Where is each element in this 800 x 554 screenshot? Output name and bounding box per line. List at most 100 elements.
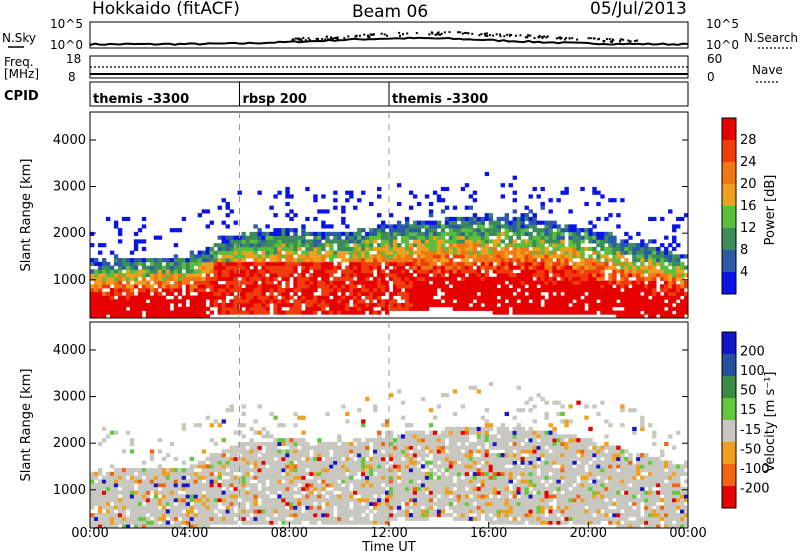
range-cell: [153, 501, 159, 506]
range-cell: [416, 498, 422, 503]
range-cell: [321, 276, 326, 281]
range-cell: [165, 288, 171, 293]
range-cell: [396, 494, 402, 499]
range-cell: [113, 314, 119, 319]
range-cell: [580, 288, 585, 293]
range-cell: [289, 265, 294, 270]
range-cell: [660, 258, 665, 263]
range-cell: [496, 250, 502, 255]
range-cell: [616, 246, 621, 251]
range-cell: [345, 483, 350, 488]
range-cell: [600, 273, 605, 278]
range-cell: [520, 288, 525, 293]
range-cell: [269, 434, 274, 439]
range-cell: [536, 273, 541, 278]
range-cell: [365, 396, 370, 402]
range-cell: [349, 280, 354, 285]
range-cell: [313, 494, 318, 499]
range-cell: [668, 299, 673, 304]
range-cell: [337, 299, 342, 304]
range-cell: [141, 224, 147, 229]
range-cell: [297, 246, 302, 251]
range-cell: [261, 269, 266, 274]
range-cell: [181, 261, 187, 266]
range-cell: [141, 269, 147, 274]
range-cell: [149, 276, 155, 281]
range-cell: [341, 501, 346, 506]
range-cell: [281, 288, 286, 293]
range-cell: [676, 273, 681, 278]
range-cell: [596, 291, 601, 296]
range-cell: [137, 269, 143, 274]
range-cell: [500, 303, 506, 308]
range-cell: [408, 486, 414, 491]
range-cell: [377, 246, 382, 251]
range-cell: [552, 284, 557, 289]
range-cell: [249, 299, 254, 304]
range-cell: [452, 445, 458, 450]
range-cell: [440, 280, 446, 285]
range-cell: [424, 483, 430, 488]
range-cell: [281, 239, 286, 244]
range-cell: [444, 453, 450, 458]
range-cell: [237, 483, 242, 488]
range-cell: [612, 239, 617, 244]
range-cell: [229, 209, 234, 214]
range-cell: [560, 306, 565, 311]
range-cell: [265, 486, 270, 491]
range-cell: [381, 464, 386, 469]
range-cell: [313, 479, 318, 484]
range-cell: [576, 250, 581, 255]
range-cell: [217, 269, 222, 274]
range-cell: [261, 273, 266, 278]
range-cell: [385, 498, 390, 503]
range-cell: [241, 231, 246, 236]
range-cell: [361, 471, 366, 476]
range-cell: [472, 243, 478, 248]
range-cell: [333, 299, 338, 304]
range-cell: [201, 486, 207, 491]
range-cell: [428, 449, 434, 454]
range-cell: [165, 303, 171, 308]
range-cell: [341, 460, 346, 465]
range-cell: [464, 276, 470, 281]
range-cell: [149, 505, 155, 510]
range-cell: [313, 284, 318, 289]
range-cell: [412, 460, 418, 465]
range-cell: [161, 258, 167, 263]
range-cell: [544, 254, 549, 259]
range-cell: [552, 303, 557, 308]
range-cell: [153, 486, 159, 491]
range-cell: [420, 224, 426, 229]
range-cell: [217, 235, 222, 240]
range-cell: [504, 246, 509, 251]
range-cell: [624, 276, 629, 281]
range-cell: [628, 306, 633, 311]
range-cell: [612, 250, 617, 255]
range-cell: [572, 310, 577, 315]
range-cell: [325, 501, 330, 506]
range-cell: [365, 303, 370, 308]
range-cell: [313, 475, 318, 480]
range-cell: [357, 250, 362, 255]
range-cell: [353, 483, 358, 488]
range-cell: [389, 246, 394, 251]
range-cell: [464, 235, 470, 240]
range-cell: [325, 276, 330, 281]
range-cell: [640, 246, 645, 251]
range-cell: [648, 299, 653, 304]
range-cell: [221, 479, 226, 484]
range-cell: [596, 261, 601, 266]
range-cell: [640, 288, 645, 293]
range-cell: [652, 299, 657, 304]
range-cell: [588, 291, 593, 296]
range-cell: [313, 280, 318, 285]
range-cell: [345, 273, 350, 278]
range-cell: [281, 486, 286, 491]
range-cell: [484, 258, 490, 263]
range-cell: [229, 288, 234, 293]
range-cell: [389, 306, 394, 311]
range-cell: [313, 471, 318, 476]
range-cell: [269, 231, 274, 236]
range-cell: [381, 235, 386, 240]
